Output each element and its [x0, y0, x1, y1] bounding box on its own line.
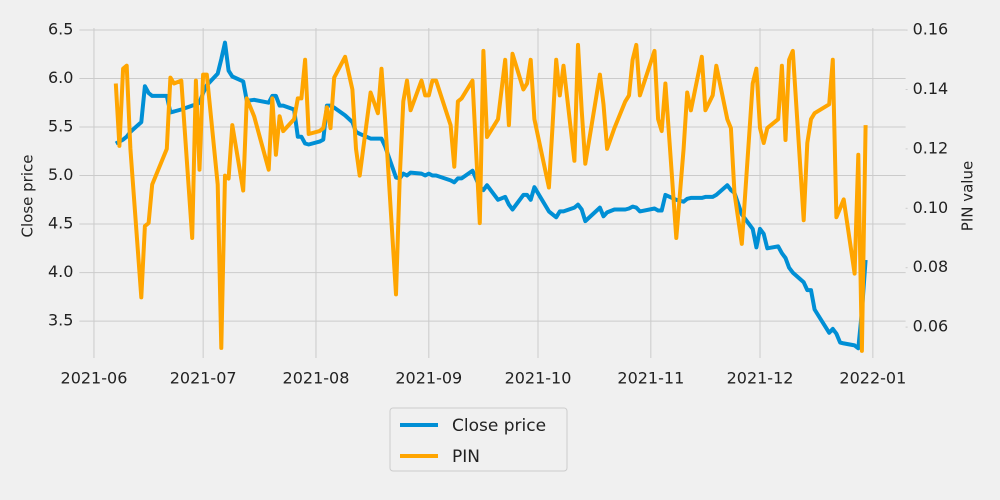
x-tick-label: 2021-08	[283, 369, 350, 388]
y2-tick-label: 0.16	[913, 20, 949, 39]
x-tick-label: 2021-11	[617, 369, 684, 388]
y2-tick-label: 0.08	[913, 257, 949, 276]
y2-tick-label: 0.12	[913, 138, 949, 157]
y2-axis-label: PIN value	[959, 161, 977, 231]
y-tick-label: 6.0	[48, 68, 73, 87]
line-series	[114, 40, 868, 351]
line-series	[113, 42, 868, 353]
y2-tick-label: 0.10	[913, 198, 949, 217]
x-tick-label: 2021-09	[395, 369, 462, 388]
y-tick-label: 5.5	[48, 117, 73, 136]
x-tick-label: 2022-01	[839, 369, 906, 388]
x-tick-label: 2021-06	[61, 369, 128, 388]
y-tick-label: 6.5	[48, 19, 73, 38]
legend-label: Close price	[452, 416, 546, 436]
y-axis-label: Close price	[19, 155, 37, 238]
x-tick-label: 2021-07	[170, 369, 237, 388]
y2-tick-label: 0.06	[913, 317, 949, 336]
y-tick-label: 5.0	[48, 165, 73, 184]
y-tick-label: 3.5	[48, 311, 73, 330]
x-tick-label: 2021-12	[727, 369, 794, 388]
y2-tick-label: 0.14	[913, 79, 949, 98]
y-tick-label: 4.0	[48, 262, 73, 281]
x-tick-label: 2021-10	[505, 369, 572, 388]
y-tick-label: 4.5	[48, 214, 73, 233]
legend-label: PIN	[452, 447, 480, 467]
